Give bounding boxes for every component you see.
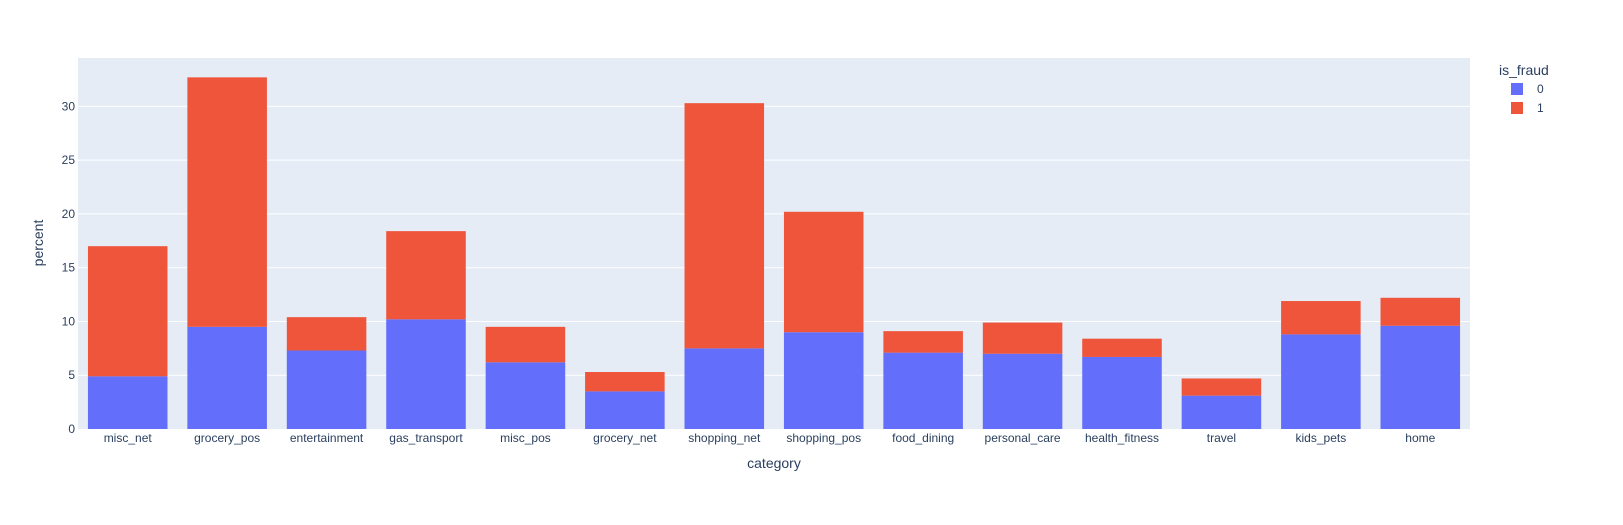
- bar-food_dining-series-1[interactable]: [883, 331, 963, 353]
- bar-kids_pets-series-0[interactable]: [1281, 334, 1361, 429]
- bar-personal_care-series-1[interactable]: [982, 322, 1063, 354]
- bar-health_fitness-series-1[interactable]: [1082, 338, 1162, 357]
- bar-gas_transport-series-1[interactable]: [386, 231, 466, 320]
- y-tick-label: 25: [62, 153, 76, 167]
- x-tick-label: shopping_pos: [786, 431, 861, 445]
- legend-items: 01: [1511, 82, 1544, 115]
- bar-misc_pos-series-0[interactable]: [485, 362, 566, 429]
- x-tick-label: kids_pets: [1296, 431, 1347, 445]
- legend[interactable]: is_fraud 01: [1499, 62, 1549, 115]
- bar-shopping_pos-series-0[interactable]: [783, 332, 864, 429]
- bar-grocery_pos-series-0[interactable]: [187, 326, 267, 429]
- y-tick-label: 0: [68, 422, 75, 436]
- x-tick-label: home: [1405, 431, 1435, 445]
- x-axis-title: category: [747, 455, 801, 471]
- bar-grocery_net-series-1[interactable]: [585, 372, 665, 392]
- y-tick-label: 10: [62, 314, 76, 328]
- bar-kids_pets-series-1[interactable]: [1281, 301, 1361, 335]
- x-tick-label: food_dining: [892, 431, 954, 445]
- bar-shopping_net-series-1[interactable]: [684, 103, 765, 349]
- bar-shopping_pos-series-1[interactable]: [783, 211, 864, 333]
- legend-swatch-0[interactable]: [1511, 83, 1523, 95]
- x-tick-label: shopping_net: [688, 431, 761, 445]
- bar-grocery_pos-series-1[interactable]: [187, 77, 267, 327]
- x-tick-label: grocery_net: [593, 431, 657, 445]
- bar-food_dining-series-0[interactable]: [883, 352, 963, 429]
- y-tick-label: 15: [62, 261, 76, 275]
- y-tick-label: 30: [62, 99, 76, 113]
- x-tick-label: travel: [1207, 431, 1236, 445]
- bar-grocery_net-series-0[interactable]: [585, 391, 665, 429]
- x-tick-label: entertainment: [290, 431, 364, 445]
- y-tick-labels: 0 5 10 15 20 25 30: [62, 99, 76, 436]
- y-axis-title: percent: [30, 220, 46, 267]
- bar-home-series-1[interactable]: [1380, 297, 1461, 326]
- bar-gas_transport-series-0[interactable]: [386, 319, 466, 429]
- x-tick-label: misc_pos: [500, 431, 551, 445]
- bar-travel-series-1[interactable]: [1181, 378, 1262, 396]
- bars: [87, 77, 1461, 429]
- legend-title: is_fraud: [1499, 62, 1549, 78]
- bar-shopping_net-series-0[interactable]: [684, 348, 765, 429]
- x-tick-label: health_fitness: [1085, 431, 1159, 445]
- bar-misc_net-series-0[interactable]: [87, 376, 168, 429]
- legend-label-1[interactable]: 1: [1537, 101, 1544, 115]
- x-tick-label: grocery_pos: [194, 431, 260, 445]
- bar-entertainment-series-1[interactable]: [286, 317, 367, 351]
- bar-misc_pos-series-1[interactable]: [485, 326, 566, 363]
- bar-travel-series-0[interactable]: [1181, 395, 1262, 429]
- x-tick-label: gas_transport: [389, 431, 463, 445]
- x-tick-label: personal_care: [985, 431, 1061, 445]
- y-tick-label: 5: [68, 368, 75, 382]
- y-tick-label: 20: [62, 207, 76, 221]
- x-tick-labels: misc_net grocery_pos entertainment gas_tran…: [104, 431, 1436, 445]
- x-tick-label: misc_net: [104, 431, 153, 445]
- bar-health_fitness-series-0[interactable]: [1082, 356, 1162, 429]
- bar-personal_care-series-0[interactable]: [982, 353, 1063, 429]
- bar-home-series-0[interactable]: [1380, 325, 1461, 429]
- bar-entertainment-series-0[interactable]: [286, 350, 367, 429]
- legend-swatch-1[interactable]: [1511, 102, 1523, 114]
- bar-misc_net-series-1[interactable]: [87, 246, 168, 377]
- legend-label-0[interactable]: 0: [1537, 82, 1544, 96]
